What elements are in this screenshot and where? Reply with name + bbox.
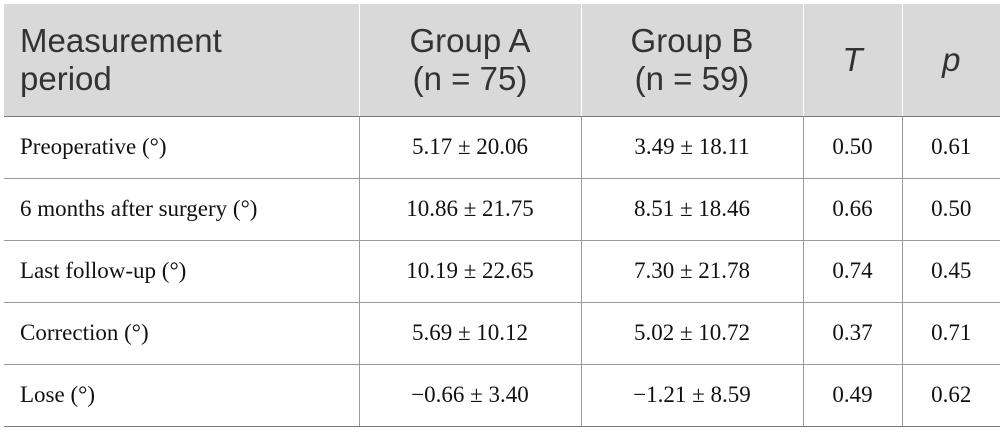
table-row: Last follow-up (°) 10.19 ± 22.65 7.30 ± … [4, 240, 1000, 303]
row-label: Correction (°) [4, 302, 359, 365]
header-group-b: Group B (n = 59) [580, 4, 803, 117]
group-b-value: 7.30 ± 21.78 [580, 240, 803, 303]
row-label: Last follow-up (°) [4, 240, 359, 303]
header-line: Group B [630, 21, 754, 59]
header-measurement-period: Measurement period [4, 4, 359, 117]
p-value: 0.62 [901, 364, 1000, 427]
group-a-value: 5.69 ± 10.12 [358, 302, 581, 365]
header-line: Measurement [20, 21, 222, 59]
row-label: 6 months after surgery (°) [4, 178, 359, 241]
table-row: Preoperative (°) 5.17 ± 20.06 3.49 ± 18.… [4, 116, 1000, 179]
group-b-value: 5.02 ± 10.72 [580, 302, 803, 365]
group-a-value: −0.66 ± 3.40 [358, 364, 581, 427]
table-body: Preoperative (°) 5.17 ± 20.06 3.49 ± 18.… [4, 116, 1000, 427]
table-row: 6 months after surgery (°) 10.86 ± 21.75… [4, 178, 1000, 241]
row-label: Preoperative (°) [4, 116, 359, 179]
table-row: Lose (°) −0.66 ± 3.40 −1.21 ± 8.59 0.49 … [4, 364, 1000, 427]
t-value: 0.49 [802, 364, 902, 427]
header-line: p [942, 40, 961, 78]
header-line: (n = 59) [634, 59, 750, 97]
header-line: (n = 75) [412, 59, 528, 97]
header-line: T [842, 40, 863, 78]
row-label: Lose (°) [4, 364, 359, 427]
measurement-table: Measurement period Group A (n = 75) Grou… [4, 4, 1000, 427]
header-line: period [20, 59, 112, 97]
group-b-value: −1.21 ± 8.59 [580, 364, 803, 427]
group-b-value: 3.49 ± 18.11 [580, 116, 803, 179]
header-line: Group A [409, 21, 531, 59]
p-value: 0.45 [901, 240, 1000, 303]
group-b-value: 8.51 ± 18.46 [580, 178, 803, 241]
group-a-value: 10.19 ± 22.65 [358, 240, 581, 303]
header-row: Measurement period Group A (n = 75) Grou… [4, 4, 1000, 117]
t-value: 0.50 [802, 116, 902, 179]
data-table-container: Measurement period Group A (n = 75) Grou… [4, 4, 1000, 427]
header-group-a: Group A (n = 75) [358, 4, 581, 117]
header-p: p [901, 4, 1000, 117]
t-value: 0.74 [802, 240, 902, 303]
table-header: Measurement period Group A (n = 75) Grou… [4, 4, 1000, 117]
p-value: 0.71 [901, 302, 1000, 365]
group-a-value: 10.86 ± 21.75 [358, 178, 581, 241]
group-a-value: 5.17 ± 20.06 [358, 116, 581, 179]
header-t: T [802, 4, 902, 117]
p-value: 0.61 [901, 116, 1000, 179]
t-value: 0.37 [802, 302, 902, 365]
p-value: 0.50 [901, 178, 1000, 241]
t-value: 0.66 [802, 178, 902, 241]
table-row: Correction (°) 5.69 ± 10.12 5.02 ± 10.72… [4, 302, 1000, 365]
